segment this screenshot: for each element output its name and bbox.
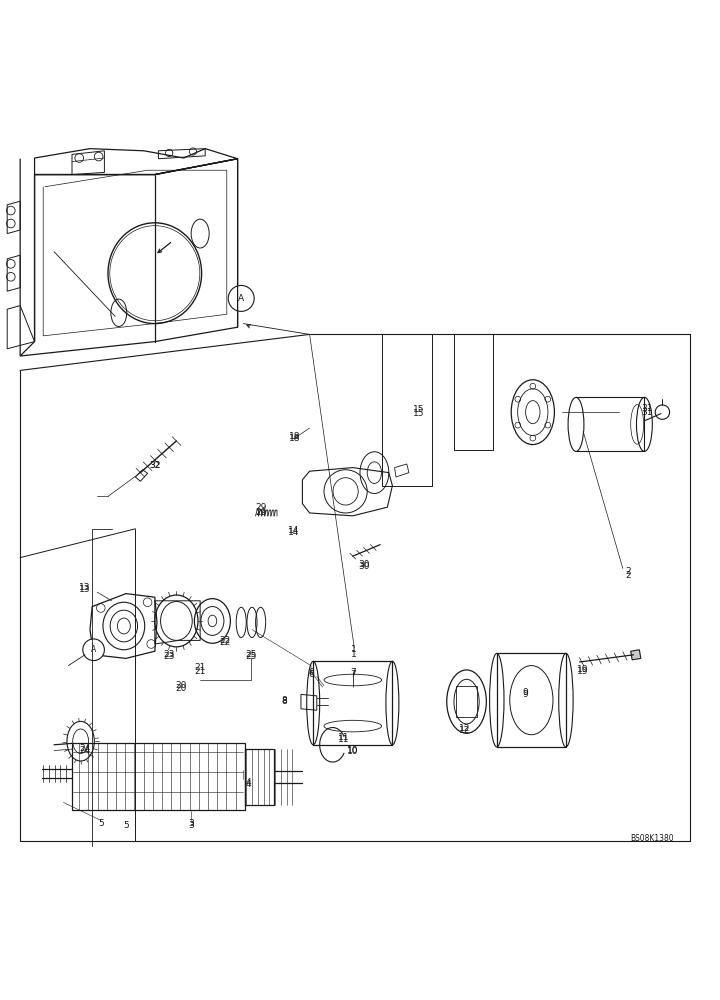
Text: 22: 22 [219, 638, 230, 647]
Text: 12: 12 [459, 726, 470, 735]
Text: 2: 2 [625, 568, 631, 576]
Text: 1: 1 [351, 650, 357, 659]
Text: 9: 9 [523, 688, 528, 697]
Text: 21: 21 [194, 663, 206, 672]
Text: 31: 31 [641, 404, 652, 413]
Text: 7: 7 [350, 668, 356, 677]
Text: 23: 23 [163, 650, 175, 659]
Text: 21: 21 [194, 667, 206, 676]
Text: 4: 4 [246, 780, 251, 789]
Text: 8: 8 [282, 696, 287, 705]
Text: 24: 24 [79, 746, 91, 755]
Text: 5: 5 [123, 821, 129, 830]
Circle shape [228, 285, 254, 311]
Text: 22: 22 [219, 636, 230, 645]
Text: 3: 3 [188, 820, 194, 828]
Text: 20: 20 [176, 681, 187, 690]
Text: 6: 6 [308, 668, 314, 677]
Text: 10: 10 [347, 746, 359, 755]
Text: 25: 25 [245, 652, 256, 661]
Text: 13: 13 [79, 583, 91, 592]
Text: A: A [238, 294, 244, 303]
Text: 14: 14 [288, 528, 300, 537]
Text: 1: 1 [351, 645, 357, 654]
Text: 25: 25 [245, 650, 256, 659]
Text: 32: 32 [149, 461, 161, 470]
Text: 15: 15 [413, 406, 425, 414]
Text: 7: 7 [350, 670, 356, 679]
Text: 8: 8 [282, 697, 287, 706]
Text: A: A [91, 645, 96, 654]
Text: 23: 23 [163, 652, 175, 661]
Text: 32: 32 [149, 461, 161, 470]
Text: 13: 13 [79, 585, 91, 594]
Text: 14: 14 [288, 526, 300, 535]
Text: 30: 30 [358, 560, 369, 569]
Text: 31: 31 [641, 408, 652, 417]
Circle shape [83, 639, 104, 661]
Polygon shape [631, 650, 641, 660]
Text: 29: 29 [255, 508, 266, 517]
Text: 15: 15 [413, 409, 425, 418]
Text: 18: 18 [289, 434, 301, 443]
Text: 18: 18 [289, 432, 301, 441]
Text: 20: 20 [176, 684, 187, 693]
Text: 10: 10 [347, 748, 359, 756]
Text: 11: 11 [338, 735, 350, 744]
Text: 19: 19 [577, 667, 589, 676]
Text: 6: 6 [308, 670, 314, 679]
Text: 30: 30 [358, 562, 369, 571]
Text: 4: 4 [246, 778, 251, 787]
Text: 3: 3 [188, 821, 194, 830]
Text: 5: 5 [98, 820, 104, 828]
Text: 2: 2 [625, 571, 631, 580]
Text: 29: 29 [255, 503, 266, 512]
Text: 9: 9 [523, 690, 528, 699]
Text: 19: 19 [577, 665, 589, 674]
Text: 12: 12 [459, 724, 470, 733]
Text: BS08K1380: BS08K1380 [630, 834, 673, 843]
Text: 24: 24 [79, 744, 91, 753]
Text: 11: 11 [338, 733, 350, 742]
